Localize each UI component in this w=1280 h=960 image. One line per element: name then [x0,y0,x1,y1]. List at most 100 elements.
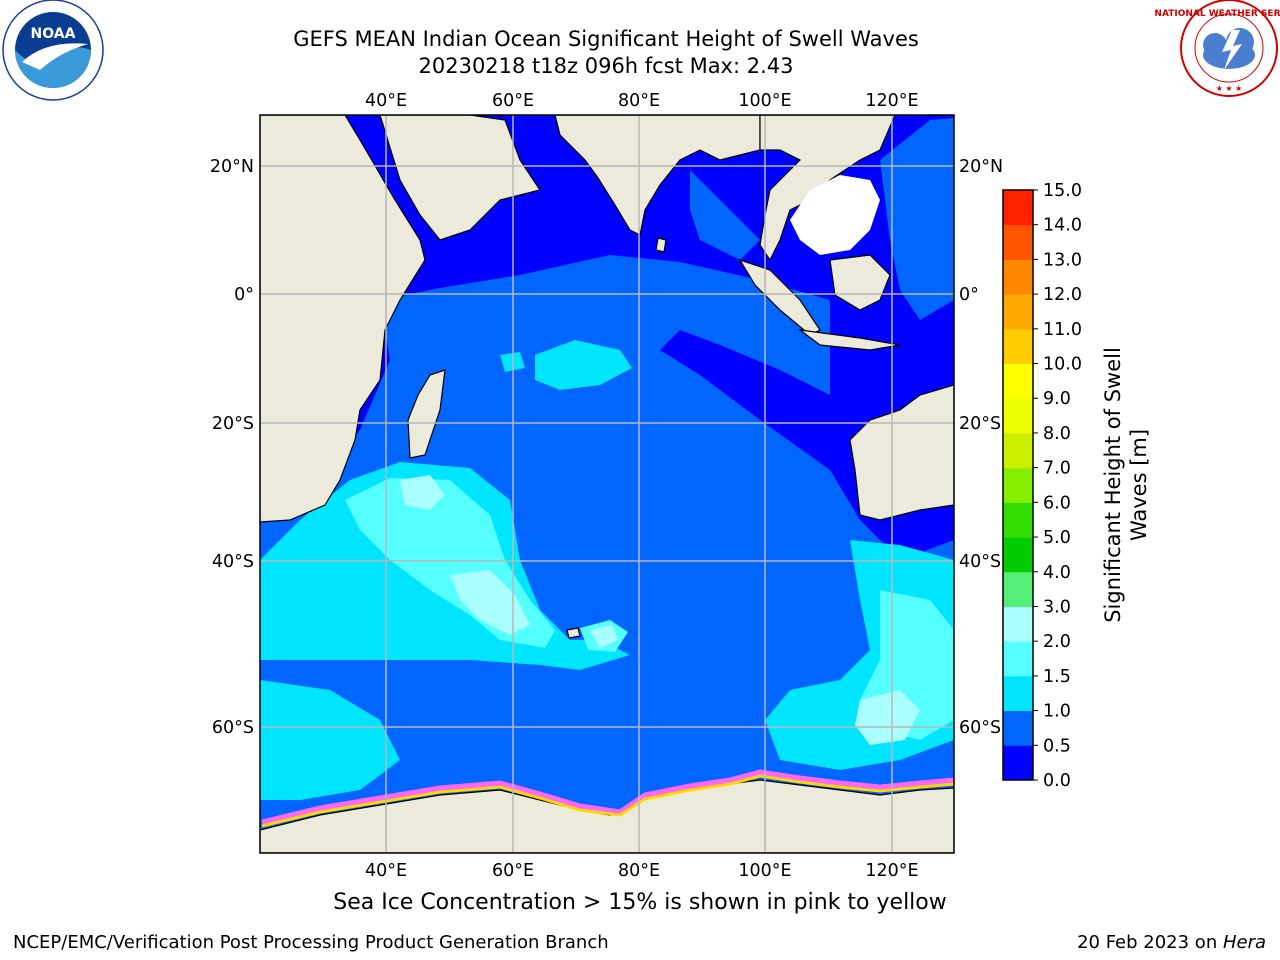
swell-band-0-5-north [880,118,954,320]
colorbar-swatch [1003,432,1033,469]
colorbar-tick-label: 1.0 [1043,702,1071,722]
colorbar-swatch [1003,502,1033,538]
swell-band-0-5-bay [690,170,760,260]
borneo-land [829,254,891,311]
colorbar: 0.0 0.5 1.0 1.5 2.0 3.0 4.0 5.0 6.0 7.0 8.0 9.0 10.0… [1002,181,1082,791]
colorbar-tick-label: 6.0 [1043,493,1071,513]
colorbar-swatch [1003,571,1033,607]
land-masses [260,115,954,853]
colorbar-label-line1: Significant Height of Swell [1101,347,1125,623]
colorbar-tick-label: 2.0 [1043,632,1071,652]
lon-label-top: 40°E [365,91,407,111]
southeast-asia-land [759,115,896,262]
sri-lanka-land [655,237,667,253]
arabia-land [379,115,541,241]
colorbar-swatch [1003,606,1033,642]
chart-subtitle: 20230218 t18z 096h fcst Max: 2.43 [418,54,794,78]
kerguelen-island [566,627,581,639]
lat-labels-right: 20°N 0° 20°S 40°S 60°S [959,157,1003,738]
sea-ice-edge [261,769,954,828]
lat-label-left: 20°N [210,157,254,177]
colorbar-swatch [1003,398,1033,434]
colorbar-tick-label: 8.0 [1043,424,1071,444]
no-data-patch [790,175,880,255]
lat-label-right: 40°S [959,552,1001,572]
australia-land [849,384,954,521]
lat-label-right: 20°N [959,157,1003,177]
chart-title: GEFS MEAN Indian Ocean Significant Heigh… [293,27,919,51]
lon-label-bottom: 120°E [865,861,918,881]
lon-label-top: 100°E [738,91,791,111]
colorbar-tick-label: 11.0 [1043,320,1082,340]
noaa-logo: NOAA [2,0,104,101]
colorbar-swatch [1003,467,1033,503]
lon-label-bottom: 80°E [618,861,660,881]
java-land [797,329,901,351]
noaa-logo-text: NOAA [31,26,76,42]
colorbar-swatch [1003,710,1033,746]
colorbar-tick-label: 5.0 [1043,528,1071,548]
sea-ice-footnote: Sea Ice Concentration > 15% is shown in … [333,890,947,915]
colorbar-tick-label: 12.0 [1043,285,1082,305]
colorbar-tick-label: 7.0 [1043,459,1071,479]
lat-label-left: 40°S [212,552,254,572]
lon-label-top: 80°E [618,91,660,111]
colorbar-swatch [1003,224,1033,260]
colorbar-tick-label: 3.0 [1043,597,1071,617]
run-date: 20 Feb 2023 on [1077,932,1223,953]
colorbar-tick-label: 14.0 [1043,216,1082,236]
sea-ice-yellow [261,774,954,828]
lat-label-left: 60°S [212,718,254,738]
colorbar-frame [1002,189,1034,781]
swell-band-2-0-c [590,625,618,648]
lat-label-right: 60°S [959,718,1001,738]
graticule [260,115,954,853]
run-host: Hera [1222,932,1266,953]
colorbar-swatch [1003,745,1033,781]
colorbar-tick-label: 1.5 [1043,667,1071,687]
colorbar-swatch [1003,328,1033,365]
lat-label-left: 0° [234,285,254,305]
colorbar-swatch [1003,537,1033,573]
lon-label-bottom: 60°E [492,861,534,881]
colorbar-tick-label: 0.5 [1043,736,1071,756]
madagascar-land [407,369,446,459]
swell-band-2-0-b [400,475,445,510]
colorbar-tick-label: 0.0 [1043,771,1071,791]
colorbar-tick-label: 4.0 [1043,563,1071,583]
lon-labels-bottom: 40°E 60°E 80°E 100°E 120°E [365,861,919,881]
nws-logo-stars: ★ ★ ★ [1216,84,1243,93]
colorbar-tick-label: 9.0 [1043,389,1071,409]
map-frame [259,114,955,854]
sea-ice-pink [261,769,954,825]
colorbar-tick-label: 15.0 [1043,181,1082,201]
colorbar-swatch [1003,675,1033,712]
colorbar-tick-label: 10.0 [1043,355,1082,375]
swell-band-1-0-west-south [260,680,400,800]
nws-logo-text: NATIONAL WEATHER SERVICE [1154,9,1280,19]
colorbar-swatch [1003,259,1033,295]
lon-labels-top: 40°E 60°E 80°E 100°E 120°E [365,91,919,111]
lat-label-left: 20°S [212,414,254,434]
lat-labels-left: 20°N 0° 20°S 40°S 60°S [210,157,254,738]
lon-label-top: 60°E [492,91,534,111]
africa-land [260,115,426,523]
lon-label-bottom: 40°E [365,861,407,881]
lat-label-right: 0° [959,285,979,305]
swell-band-2-0-east [855,690,920,745]
swell-band-2-0 [450,570,530,635]
colorbar-label: Significant Height of Swell Waves [m] [1101,347,1151,623]
lat-label-right: 20°S [959,414,1001,434]
swell-band-1-0-central [535,340,632,390]
run-date-credit: 20 Feb 2023 on Hera [1077,932,1266,953]
colorbar-swatch [1003,363,1033,399]
colorbar-swatch [1003,641,1033,677]
lon-label-top: 120°E [865,91,918,111]
producer-credit: NCEP/EMC/Verification Post Processing Pr… [13,932,609,953]
colorbar-swatch [1003,190,1033,226]
nws-logo: NATIONAL WEATHER SERVICE ★ ★ ★ [1154,0,1280,97]
colorbar-tick-label: 13.0 [1043,250,1082,270]
map-panel [260,115,954,853]
colorbar-label-line2: Waves [m] [1127,429,1151,541]
